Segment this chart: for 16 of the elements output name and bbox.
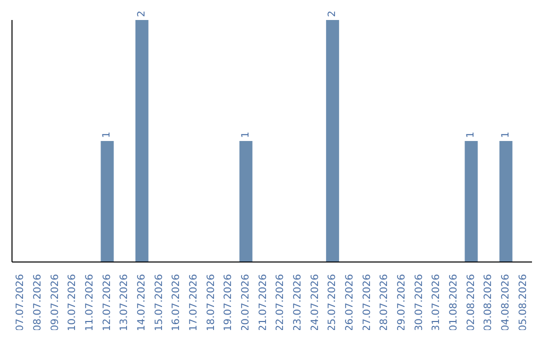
- x-tick-label: 13.07.2026: [119, 274, 130, 332]
- x-tick-label: 15.07.2026: [154, 274, 165, 332]
- x-tick-label: 11.07.2026: [84, 274, 96, 332]
- data-label: 1: [240, 132, 252, 138]
- x-tick-label: 19.07.2026: [223, 274, 234, 332]
- x-tick-label: 12.07.2026: [102, 274, 113, 332]
- data-label: 1: [466, 132, 477, 138]
- data-label: 2: [136, 10, 148, 17]
- x-tick-label: 18.07.2026: [206, 274, 217, 332]
- data-label: 1: [500, 132, 512, 138]
- x-tick-label: 16.07.2026: [171, 274, 182, 332]
- x-tick-label: 14.07.2026: [136, 274, 148, 332]
- data-label: 2: [327, 10, 338, 17]
- x-tick-label: 10.07.2026: [67, 274, 78, 332]
- x-tick-label: 17.07.2026: [188, 274, 200, 332]
- data-label: 1: [102, 132, 113, 138]
